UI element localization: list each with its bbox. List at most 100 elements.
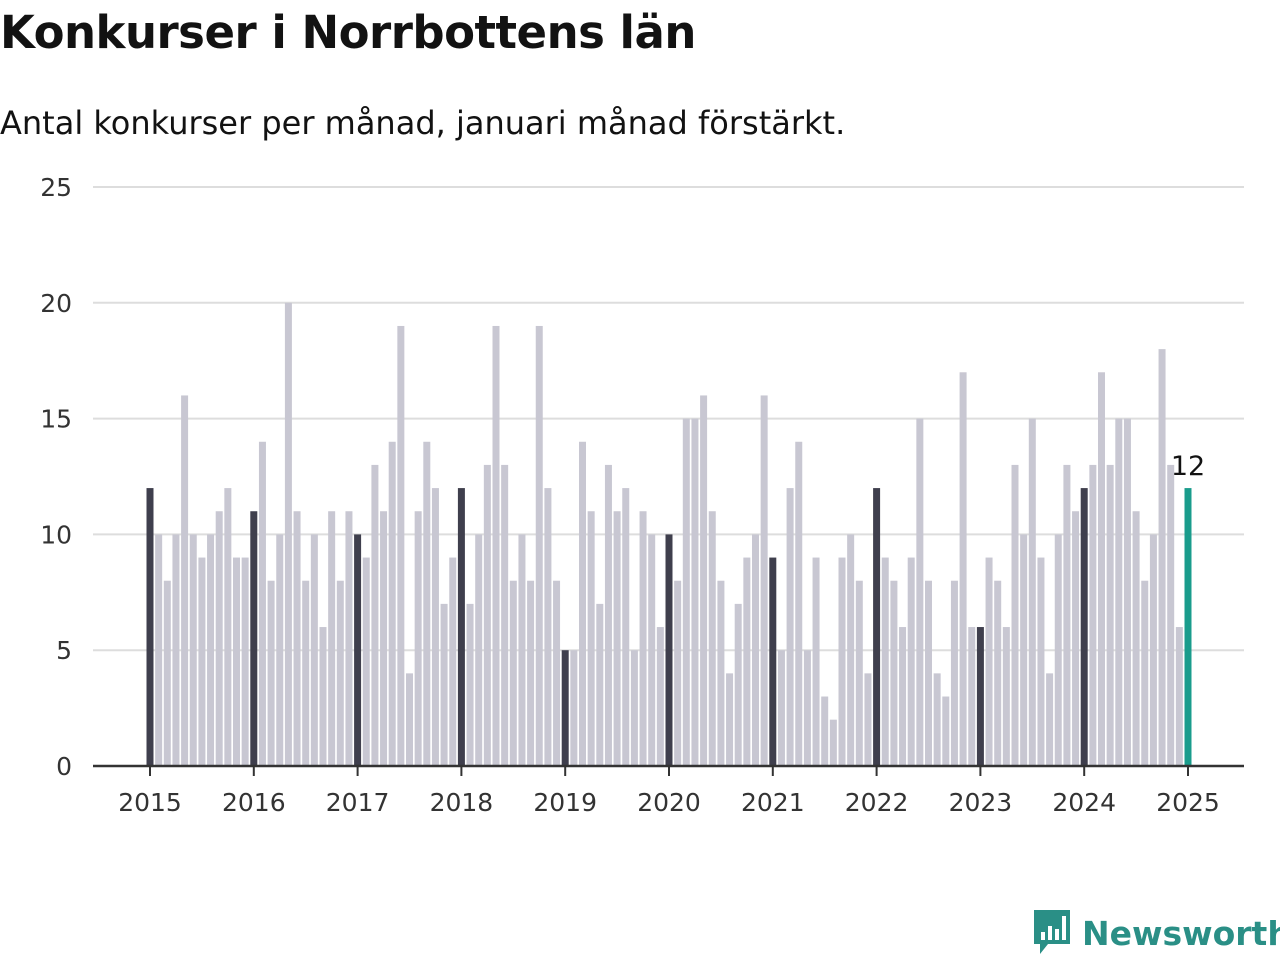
bar-2024-01 xyxy=(1080,488,1088,766)
bar-2018-11 xyxy=(544,488,552,766)
bar-2023-09 xyxy=(1046,673,1054,766)
chart-title: Konkurser i Norrbottens län xyxy=(0,6,696,59)
bar-2019-06 xyxy=(604,464,612,766)
annotations: 12 xyxy=(1171,451,1205,482)
bar-2017-10 xyxy=(431,488,439,766)
brand-logo: Newsworthy xyxy=(1032,908,1280,958)
y-tick-label: 20 xyxy=(40,289,72,318)
bar-2016-04 xyxy=(276,534,284,766)
bar-2023-02 xyxy=(985,557,993,766)
bar-2020-02 xyxy=(674,580,682,766)
bar-2017-08 xyxy=(414,511,422,766)
x-tick-label: 2020 xyxy=(637,788,701,817)
bar-2022-04 xyxy=(899,627,907,766)
x-tick-label: 2015 xyxy=(118,788,182,817)
x-tick-label: 2016 xyxy=(222,788,286,817)
bar-2016-10 xyxy=(328,511,336,766)
bar-2024-08 xyxy=(1141,580,1149,766)
bar-2021-02 xyxy=(777,650,785,766)
bar-2020-07 xyxy=(717,580,725,766)
bar-2015-08 xyxy=(207,534,215,766)
x-tick-label: 2024 xyxy=(1052,788,1116,817)
bar-2015-09 xyxy=(215,511,223,766)
bar-2024-03 xyxy=(1098,372,1105,766)
bar-2020-04 xyxy=(691,418,699,766)
bar-2021-05 xyxy=(803,650,811,766)
bar-2019-03 xyxy=(579,441,586,766)
bar-2015-04 xyxy=(172,534,180,766)
bar-2023-07 xyxy=(1028,418,1036,766)
x-axis: 2015 2016 2017 2018 2019 2020 2021 2022 2023 2024… xyxy=(93,764,1244,817)
y-axis-tick-labels: 0 5 10 15 20 25 xyxy=(40,173,72,781)
bar-2024-05 xyxy=(1115,418,1123,766)
bar-2016-08 xyxy=(310,534,318,766)
bar-2020-08 xyxy=(726,673,734,766)
bar-2016-11 xyxy=(336,580,344,766)
bar-2023-03 xyxy=(994,580,1002,766)
bar-2017-07 xyxy=(406,673,413,766)
bar-2016-01 xyxy=(250,511,258,766)
bar-2025-01 xyxy=(1184,488,1192,766)
bar-2021-01 xyxy=(769,557,777,766)
bar-2019-01 xyxy=(561,650,569,766)
bar-2019-10 xyxy=(639,511,647,766)
bar-2018-10 xyxy=(535,325,543,766)
bar-2024-07 xyxy=(1132,511,1140,766)
bar-2015-07 xyxy=(198,557,206,766)
bar-2015-06 xyxy=(189,534,197,766)
bar-2015-05 xyxy=(181,395,189,766)
bar-2022-10 xyxy=(950,580,958,766)
bar-2022-09 xyxy=(942,696,950,766)
bar-2024-12 xyxy=(1175,627,1183,766)
bar-2022-02 xyxy=(881,557,889,766)
y-tick-label: 10 xyxy=(40,520,72,549)
bar-2018-04 xyxy=(483,464,491,766)
bar-2019-11 xyxy=(648,534,656,766)
bar-2016-03 xyxy=(267,580,275,766)
chart-subtitle: Antal konkurser per månad, januari månad… xyxy=(0,104,846,142)
bar-2021-07 xyxy=(821,696,829,766)
bar-2020-12 xyxy=(760,395,768,766)
bar-2016-12 xyxy=(345,511,353,766)
bar-2017-12 xyxy=(449,557,457,766)
bar-2021-08 xyxy=(829,719,837,766)
bar-2024-02 xyxy=(1089,464,1097,766)
bar-2019-12 xyxy=(656,627,664,766)
bar-2017-05 xyxy=(388,441,396,766)
x-tick-label: 2019 xyxy=(533,788,597,817)
bar-2023-11 xyxy=(1063,464,1071,766)
bar-2022-11 xyxy=(959,372,967,766)
bar-2017-09 xyxy=(423,441,431,766)
bar-2019-07 xyxy=(613,511,621,766)
bar-2023-12 xyxy=(1072,511,1080,766)
bar-2016-05 xyxy=(284,302,292,766)
brand-name: Newsworthy xyxy=(1082,913,1280,953)
bar-2017-02 xyxy=(362,557,370,766)
bar-2023-08 xyxy=(1037,557,1045,766)
bar-2020-06 xyxy=(708,511,716,766)
bar-2019-02 xyxy=(570,650,578,766)
bar-2018-05 xyxy=(492,325,500,766)
bar-2018-08 xyxy=(518,534,526,766)
bar-2017-04 xyxy=(380,511,388,766)
bar-2018-06 xyxy=(501,464,509,766)
bar-2015-11 xyxy=(233,557,240,766)
bars xyxy=(146,302,1192,766)
bar-2015-12 xyxy=(241,557,249,766)
bar-2021-09 xyxy=(838,557,846,766)
bar-2017-06 xyxy=(397,325,405,766)
bar-2024-06 xyxy=(1123,418,1131,766)
y-tick-label: 5 xyxy=(56,636,72,665)
bar-2015-03 xyxy=(163,580,171,766)
bar-2020-01 xyxy=(665,534,673,766)
bar-2016-06 xyxy=(293,511,301,766)
bar-2022-01 xyxy=(873,488,881,766)
x-tick-label: 2022 xyxy=(845,788,909,817)
bar-2021-10 xyxy=(847,534,855,766)
bar-2020-09 xyxy=(734,603,742,766)
bar-2018-09 xyxy=(527,580,535,766)
bar-2018-03 xyxy=(475,534,483,766)
bar-2015-10 xyxy=(224,488,232,766)
bar-2022-05 xyxy=(907,557,915,766)
